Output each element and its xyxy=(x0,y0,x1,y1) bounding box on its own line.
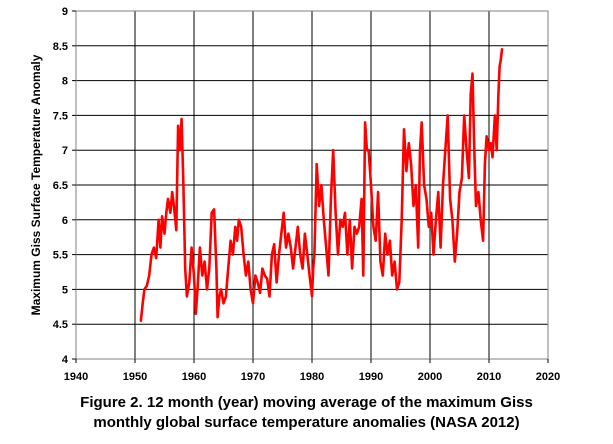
y-axis-ticks: 4 4.5 5 5.5 6 6.5 7 7.5 8 8.5 9 xyxy=(53,6,76,366)
y-tick-label: 9 xyxy=(62,6,68,18)
y-tick-label: 7 xyxy=(62,145,68,157)
x-tick-label: 2020 xyxy=(536,371,560,383)
y-axis-label: Maximum Giss Surface Temperature Anomaly xyxy=(29,54,43,315)
y-tick-label: 6.5 xyxy=(53,180,68,192)
caption-line-1: Figure 2. 12 month (year) moving average… xyxy=(80,394,533,411)
y-tick-label: 4.5 xyxy=(53,319,68,331)
x-tick-label: 1940 xyxy=(64,371,88,383)
y-tick-label: 5.5 xyxy=(53,250,68,262)
line-chart: 44.555.566.577.588.59 1940 1950 1960 1970 19… xyxy=(29,6,560,383)
x-tick-label: 1970 xyxy=(241,371,265,383)
x-tick-label: 1980 xyxy=(300,371,324,383)
figure-caption: Figure 2. 12 month (year) moving average… xyxy=(0,393,613,433)
x-tick-label: 2000 xyxy=(418,371,442,383)
y-tick-label: 5 xyxy=(62,284,68,296)
x-tick-label: 1960 xyxy=(182,371,206,383)
series-line xyxy=(139,48,504,322)
x-tick-label: 1990 xyxy=(359,371,383,383)
caption-line-2: monthly global surface temperature anoma… xyxy=(93,414,520,431)
x-axis-ticks: 1940 1950 1960 1970 1980 1990 2000 2010 2020 xyxy=(64,359,560,383)
y-tick-label: 4 xyxy=(62,354,69,366)
y-tick-label: 8 xyxy=(62,76,68,88)
x-tick-label: 1950 xyxy=(123,371,147,383)
y-tick-label: 6 xyxy=(62,215,68,227)
y-tick-label: 7.5 xyxy=(53,110,68,122)
y-tick-label: 8.5 xyxy=(53,41,68,53)
gridlines xyxy=(75,10,549,360)
x-tick-label: 2010 xyxy=(477,371,501,383)
